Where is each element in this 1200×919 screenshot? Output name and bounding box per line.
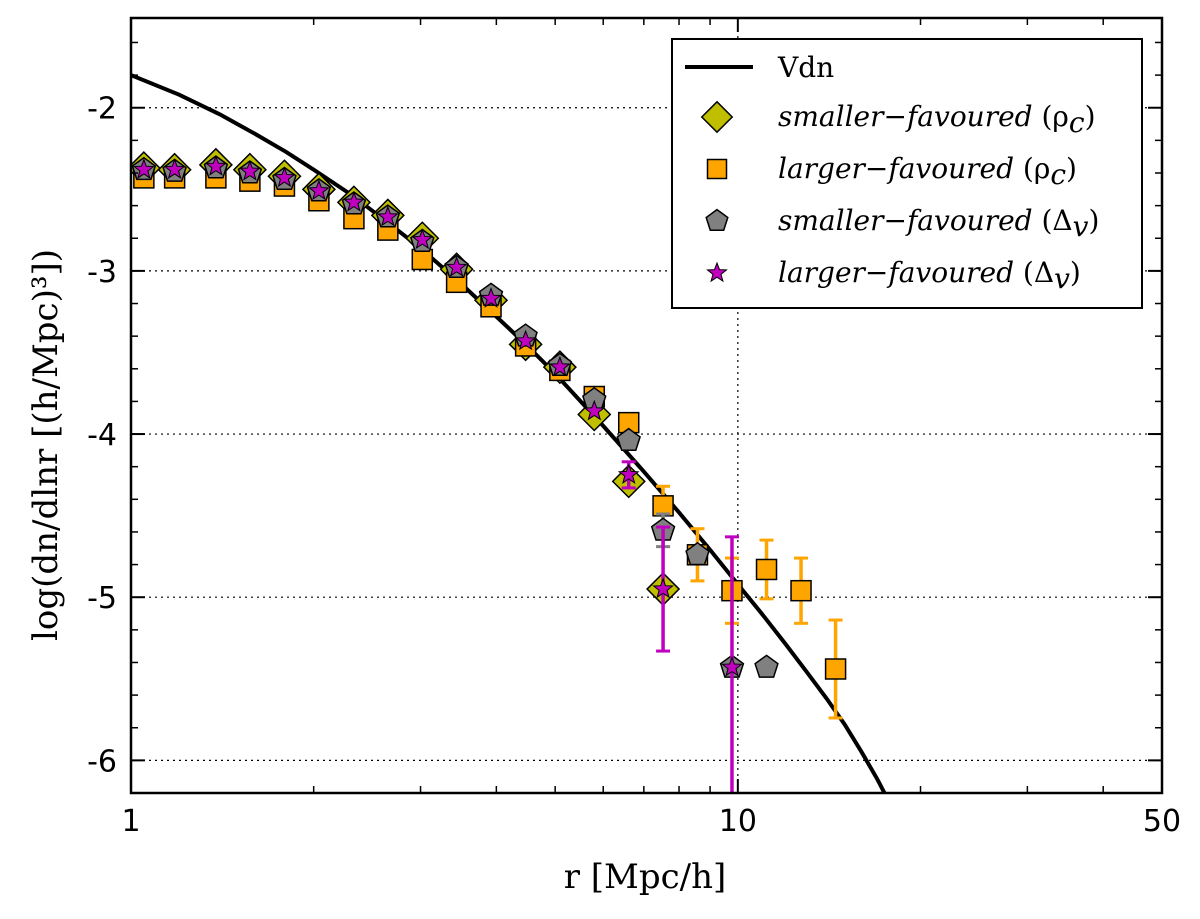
y-tick-label: -6 <box>87 744 117 779</box>
x-tick-label: 1 <box>121 804 140 839</box>
data-point-star <box>239 159 261 181</box>
data-point-pentagon <box>616 427 641 452</box>
series-0 <box>131 73 887 793</box>
legend-label: Vdn <box>777 51 834 84</box>
data-point-star <box>163 158 186 179</box>
data-point-star <box>480 287 502 308</box>
legend-label: larger−favoured (ρc) <box>778 152 1077 191</box>
legend-swatch-pentagon <box>705 208 729 231</box>
data-point-pentagon <box>754 654 779 678</box>
data-point-square <box>755 558 778 581</box>
data-point-star <box>514 329 537 351</box>
series-1 <box>131 147 681 607</box>
data-point-star <box>583 399 606 421</box>
legend-label: smaller−favoured (Δv) <box>778 204 1099 243</box>
data-point-star <box>411 228 434 250</box>
data-point-star <box>617 463 640 485</box>
y-tick-label: -3 <box>87 255 117 290</box>
legend-box <box>671 38 1143 309</box>
data-point-star <box>132 158 155 179</box>
legend-swatch-square <box>706 158 728 180</box>
data-point-square <box>824 658 847 680</box>
axis-ticks: -2 -3 -4 -5 -61 10 50 <box>87 18 1181 839</box>
data-point-star <box>205 155 227 176</box>
data-point-star <box>376 205 399 227</box>
plot-frame <box>129 16 1164 795</box>
vdn-line <box>131 73 887 793</box>
series-4 <box>132 155 743 793</box>
legend: Vdn smaller−favoured (ρc) larger−favoured … <box>671 38 1143 309</box>
data-point-star <box>445 256 468 277</box>
y-tick-label: -5 <box>87 581 117 616</box>
data-point-star <box>343 190 365 212</box>
data-point-pentagon <box>685 541 710 566</box>
y-tick-label: -4 <box>87 418 117 453</box>
data-point-star <box>308 179 330 201</box>
x-tick-label: 10 <box>719 804 757 839</box>
data-point-star <box>721 655 743 677</box>
data-point-star <box>652 577 674 599</box>
data-point-square <box>790 579 812 602</box>
legend-label: larger−favoured (Δv) <box>778 256 1081 295</box>
data-point-square <box>411 248 434 271</box>
legend-swatch-diamond <box>700 100 734 134</box>
plot-series <box>131 73 887 793</box>
x-tick-label: 50 <box>1143 804 1181 839</box>
legend-label: smaller−favoured (ρc) <box>778 100 1096 139</box>
x-axis-label: r [Mpc/h] <box>564 857 727 897</box>
data-point-star <box>273 166 296 188</box>
y-axis-label: log(dn/dlnr [(h/Mpc)³]) <box>26 249 66 641</box>
data-point-star <box>549 355 571 377</box>
legend-swatch-star <box>706 261 728 283</box>
y-tick-label: -2 <box>87 92 117 127</box>
